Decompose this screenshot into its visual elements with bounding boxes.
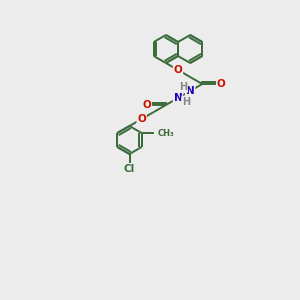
Text: O: O: [137, 114, 146, 124]
Text: CH₃: CH₃: [157, 128, 174, 137]
Text: N: N: [174, 93, 182, 103]
Text: O: O: [174, 65, 182, 75]
Text: O: O: [217, 79, 226, 89]
Text: H: H: [179, 82, 187, 92]
Text: H: H: [182, 97, 190, 107]
Text: O: O: [142, 100, 151, 110]
Text: N: N: [186, 86, 194, 96]
Text: Cl: Cl: [124, 164, 135, 174]
